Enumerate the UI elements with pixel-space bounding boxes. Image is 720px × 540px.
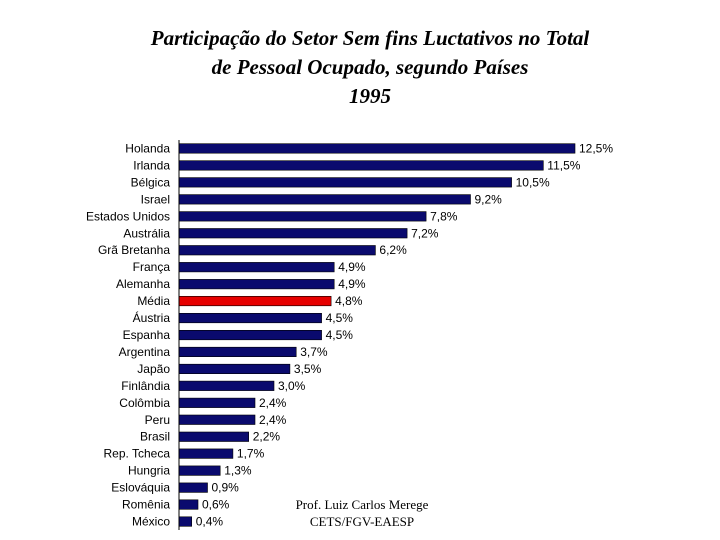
bar-australia <box>178 228 408 239</box>
bar-irlanda <box>178 160 544 171</box>
bar-japao <box>178 363 291 375</box>
category-label-franca: França <box>133 260 171 274</box>
value-label-alemanha: 4,9% <box>338 277 366 291</box>
bar-israel <box>178 194 471 205</box>
bar-austria <box>178 312 322 324</box>
value-label-peru: 2,4% <box>259 413 287 427</box>
category-label-media: Média <box>137 294 170 308</box>
bar-finlandia <box>178 380 275 391</box>
category-label-espanha: Espanha <box>123 328 171 342</box>
value-label-japao: 3,5% <box>294 362 322 376</box>
value-label-australia: 7,2% <box>411 226 439 240</box>
bar-franca <box>178 262 335 273</box>
bar-colombia <box>178 397 256 408</box>
value-label-mexico: 0,4% <box>196 515 224 529</box>
value-label-hungria: 1,3% <box>224 464 252 478</box>
category-label-israel: Israel <box>141 192 170 206</box>
category-label-alemanha: Alemanha <box>116 277 170 291</box>
category-label-mexico: México <box>132 515 170 529</box>
value-label-finlandia: 3,0% <box>278 379 306 393</box>
value-label-estados-unidos: 7,8% <box>430 209 458 223</box>
credit-block: Prof. Luiz Carlos Merege CETS/FGV-EAESP <box>262 496 462 530</box>
category-label-brasil: Brasil <box>140 430 170 444</box>
category-label-colombia: Colômbia <box>119 396 170 410</box>
value-label-colombia: 2,4% <box>259 396 287 410</box>
bar-hungria <box>178 465 221 476</box>
bar-romenia <box>178 499 199 510</box>
value-label-belgica: 10,5% <box>516 175 550 189</box>
chart-title-line-3: 1995 <box>349 84 391 108</box>
category-label-finlandia: Finlândia <box>121 379 170 393</box>
credit-line-1: Prof. Luiz Carlos Merege <box>295 497 429 512</box>
value-label-rep-tcheca: 1,7% <box>237 447 265 461</box>
value-label-austria: 4,5% <box>326 311 354 325</box>
bar-rep-tcheca <box>178 448 234 459</box>
category-label-argentina: Argentina <box>119 345 171 359</box>
value-label-israel: 9,2% <box>475 192 503 206</box>
category-label-romenia: Romênia <box>122 498 170 512</box>
category-label-hungria: Hungria <box>128 464 170 478</box>
value-label-eslovaquia: 0,9% <box>212 481 240 495</box>
bar-media <box>178 295 332 307</box>
category-label-peru: Peru <box>145 413 170 427</box>
credit-line-2: CETS/FGV-EAESP <box>309 514 415 529</box>
bar-belgica <box>178 177 512 188</box>
value-label-holanda: 12,5% <box>579 142 613 156</box>
bar-holanda <box>178 143 576 154</box>
value-label-gra-bretanha: 6,2% <box>379 243 407 257</box>
category-label-japao: Japão <box>137 362 170 376</box>
value-label-argentina: 3,7% <box>300 345 328 359</box>
bar-peru <box>178 414 256 425</box>
bar-gra-bretanha <box>178 245 376 256</box>
value-label-irlanda: 11,5% <box>547 158 580 172</box>
value-label-brasil: 2,2% <box>253 430 281 444</box>
category-label-rep-tcheca: Rep. Tcheca <box>104 447 171 461</box>
bar-eslovaquia <box>178 482 208 493</box>
bar-espanha <box>178 329 322 341</box>
bar-alemanha <box>178 279 335 290</box>
category-label-austria: Áustria <box>133 310 171 325</box>
bars-group: Holanda 12,5% Irlanda 11,5% Bélgica 10,5% Isra… <box>86 142 613 529</box>
chart-title-line-1: Participação do Setor Sem fins Luctativo… <box>150 26 590 50</box>
bar-argentina <box>178 346 297 358</box>
bar-mexico <box>178 516 192 527</box>
value-label-romenia: 0,6% <box>202 498 230 512</box>
category-label-belgica: Bélgica <box>131 175 171 189</box>
category-label-holanda: Holanda <box>125 142 170 156</box>
category-label-irlanda: Irlanda <box>133 158 170 172</box>
bar-estados-unidos <box>178 211 427 222</box>
chart-title: Participação do Setor Sem fins Luctativo… <box>0 24 720 111</box>
bar-brasil <box>178 431 249 442</box>
value-label-espanha: 4,5% <box>326 328 354 342</box>
value-label-media: 4,8% <box>335 294 363 308</box>
category-label-eslovaquia: Eslováquia <box>111 481 170 495</box>
category-label-gra-bretanha: Grã Bretanha <box>98 243 170 257</box>
category-label-estados-unidos: Estados Unidos <box>86 209 170 223</box>
category-label-australia: Austrália <box>123 226 170 240</box>
chart-title-line-2: de Pessoal Ocupado, segundo Países <box>211 55 529 79</box>
value-label-franca: 4,9% <box>338 260 366 274</box>
